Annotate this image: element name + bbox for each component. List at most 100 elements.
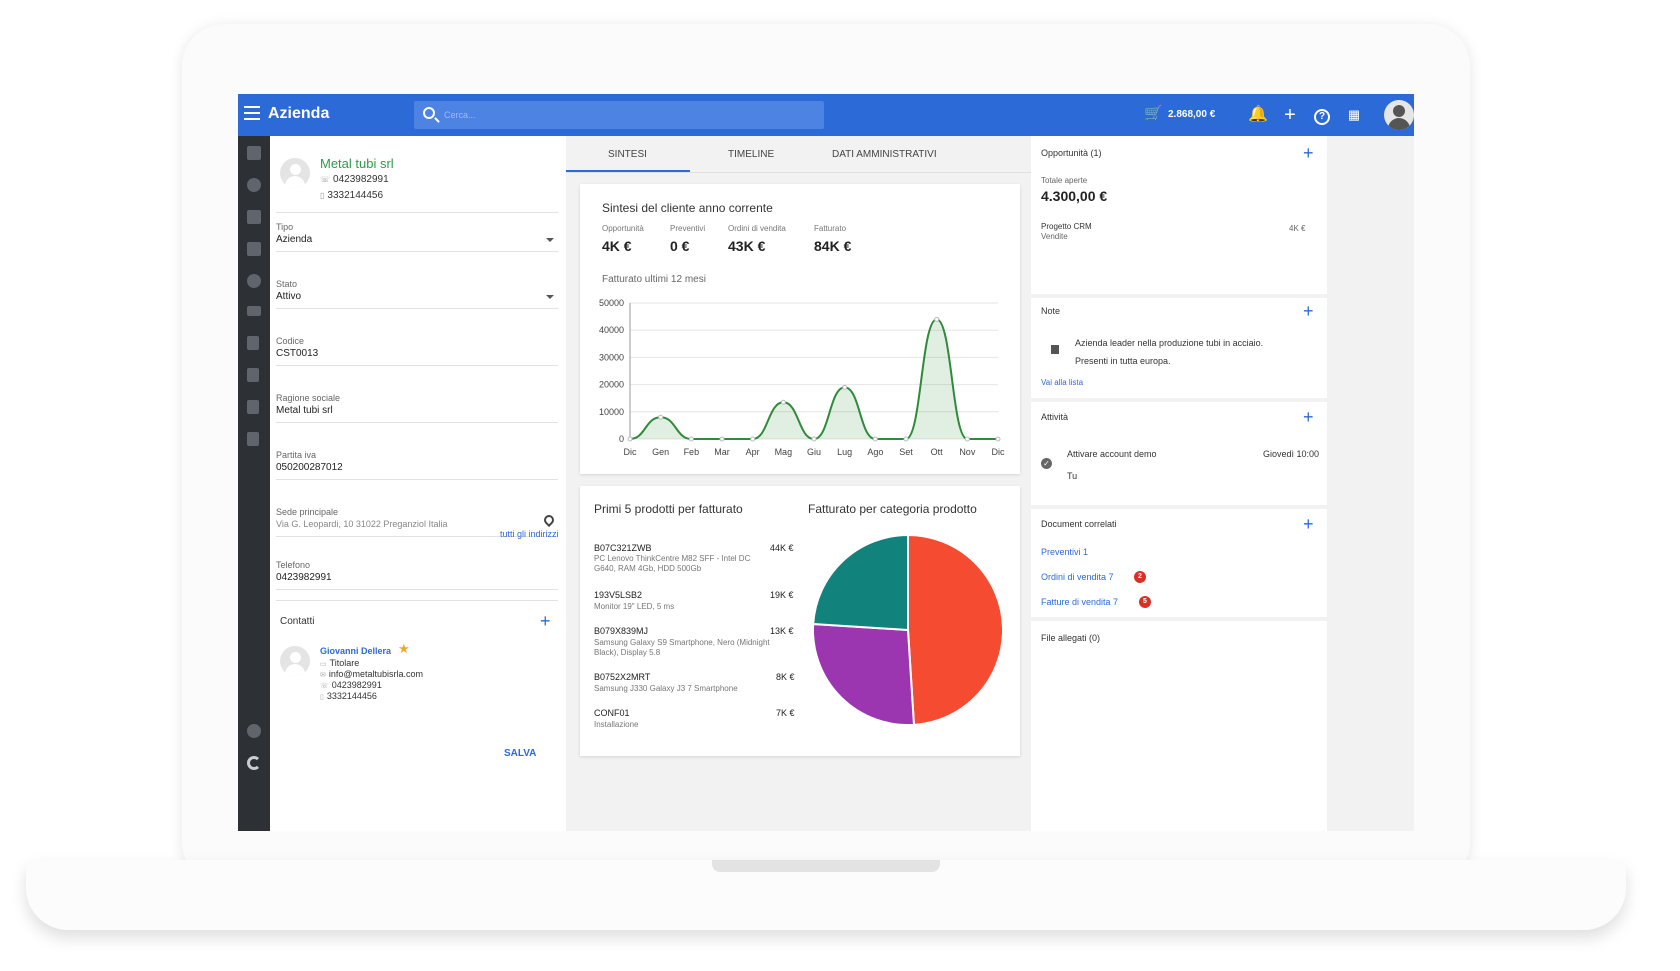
app-title: Azienda (268, 105, 330, 122)
y-tick-label: 20000 (599, 380, 624, 390)
x-tick-label: Ott (931, 447, 944, 457)
tab-bar: SINTESI TIMELINE DATI AMMINISTRATIVI (566, 136, 1031, 173)
opportunities-title: Opportunità (1) (1041, 148, 1102, 158)
x-tick-label: Mar (714, 447, 730, 457)
document-icon[interactable] (247, 368, 259, 382)
activity-title: Attività (1041, 412, 1069, 422)
data-point (780, 399, 786, 405)
stato-select[interactable]: Stato Attivo (276, 279, 558, 309)
add-activity-button[interactable]: + (1303, 407, 1314, 427)
telefono-field[interactable]: Telefono 0423982991 (276, 560, 558, 590)
contact-name[interactable]: Giovanni Dellera (320, 646, 392, 656)
revenue-area-chart: 0 10000 20000 30000 40000 50000 Dic Gen Feb Mar Ap… (599, 298, 1005, 457)
logo-icon[interactable] (247, 756, 261, 770)
contacts-title: Contatti (280, 616, 315, 627)
pie-slice (812, 622, 916, 726)
product-value: 8K € (776, 672, 795, 682)
x-tick-label: Set (899, 447, 913, 457)
contact-avatar (280, 646, 310, 676)
cart-icon[interactable]: 🛒 (1144, 105, 1163, 122)
data-point (995, 436, 1001, 442)
files-card: File allegati (0) (1031, 621, 1327, 831)
tipo-select[interactable]: Tipo Azienda (276, 222, 558, 252)
euro-icon[interactable] (247, 274, 261, 288)
help-icon[interactable]: ? (1312, 105, 1332, 125)
menu-icon[interactable] (244, 106, 260, 124)
y-tick-label: 50000 (599, 298, 624, 308)
invoices-count-badge: 5 (1139, 596, 1151, 608)
ragione-field[interactable]: Ragione sociale Metal tubi srl (276, 393, 558, 423)
y-tick-label: 10000 (599, 407, 624, 417)
category-title: Fatturato per categoria prodotto (808, 502, 977, 516)
add-note-button[interactable]: + (1303, 301, 1314, 321)
data-point (627, 436, 633, 442)
mobile-icon: ▯ (320, 694, 324, 701)
document-icon[interactable] (247, 336, 259, 350)
product-code: B07C321ZWB (594, 543, 652, 553)
check-icon[interactable]: ✓ (1041, 458, 1052, 469)
search-input[interactable] (444, 107, 804, 123)
codice-label: Codice (276, 336, 305, 346)
company-icon[interactable] (247, 242, 261, 256)
doc-link-preventivi[interactable]: Preventivi 1 (1041, 547, 1089, 557)
contact-phone: ☏ 0423982991 (320, 680, 382, 690)
sede-field[interactable]: Sede principale Via G. Leopardi, 10 3102… (276, 507, 558, 537)
sede-label: Sede principale (276, 507, 339, 517)
opportunity-name[interactable]: Progetto CRM (1041, 222, 1092, 231)
notes-list-link[interactable]: Vai alla lista (1041, 378, 1084, 387)
pie-slice (907, 533, 1005, 726)
orders-count-badge: 2 (1134, 571, 1146, 583)
product-desc: PC Lenovo ThinkCentre M82 SFF - Intel DC… (594, 554, 751, 573)
y-tick-label: 30000 (599, 352, 624, 362)
note-text: Azienda leader nella produzione tubi in … (1075, 338, 1264, 348)
category-pie-chart (812, 533, 1005, 726)
plus-icon[interactable]: + (1284, 104, 1296, 126)
tab-sintesi[interactable]: SINTESI (608, 149, 647, 160)
home-icon[interactable] (247, 146, 261, 160)
summary-title: Sintesi del cliente anno corrente (602, 201, 773, 215)
y-tick-label: 0 (619, 434, 624, 444)
phone-icon: ☏ (320, 175, 331, 184)
kpi-label: Preventivi (670, 224, 706, 233)
cart-total[interactable]: 2.868,00 € (1168, 109, 1216, 120)
company-phone: ☏ 0423982991 (320, 174, 389, 185)
codice-field[interactable]: Codice CST0013 (276, 336, 558, 366)
doc-link-fatture[interactable]: Fatture di vendita 7 (1041, 597, 1119, 607)
company-mobile-value: 3332144456 (327, 190, 384, 201)
area-fill (630, 319, 998, 439)
notes-title: Note (1041, 306, 1061, 316)
add-contact-button[interactable]: + (540, 611, 551, 631)
avatar[interactable] (1384, 100, 1414, 130)
doc-link-ordini[interactable]: Ordini di vendita 7 (1041, 572, 1114, 582)
save-button[interactable]: SALVA (504, 748, 537, 759)
tab-timeline[interactable]: TIMELINE (728, 149, 775, 160)
area-chart-title: Fatturato ultimi 12 mesi (602, 274, 706, 285)
star-icon[interactable]: ★ (398, 641, 410, 656)
tipo-label: Tipo (276, 222, 294, 232)
document-icon[interactable] (247, 432, 259, 446)
gear-icon[interactable] (247, 724, 261, 738)
document-icon[interactable] (247, 400, 259, 414)
add-document-button[interactable]: + (1303, 514, 1314, 534)
product-code: B0752X2MRT (594, 672, 651, 682)
detail-panel: Metal tubi srl ☏ 0423982991 ▯ 3332144456 T… (270, 136, 566, 831)
target-icon[interactable] (247, 178, 261, 192)
opportunity-sub: Vendite (1041, 232, 1068, 241)
contact-role: ▭ Titolare (320, 658, 359, 668)
bell-icon[interactable]: 🔔 (1248, 106, 1268, 123)
divider (276, 212, 558, 213)
add-opportunity-button[interactable]: + (1303, 143, 1314, 163)
apps-icon[interactable]: ▦ (1347, 107, 1361, 122)
top-bar: Azienda 🛒 2.868,00 € 🔔 + ? ▦ (238, 94, 1414, 136)
piva-field[interactable]: Partita iva 050200287012 (276, 450, 558, 480)
contact-email-value: info@metaltubisrla.com (328, 669, 424, 679)
all-addresses-link[interactable]: tutti gli indirizzi (500, 529, 559, 539)
tab-dati-amministrativi[interactable]: DATI AMMINISTRATIVI (832, 149, 937, 160)
files-title[interactable]: File allegati (0) (1041, 633, 1101, 643)
contacts-icon[interactable] (247, 210, 261, 224)
activity-name[interactable]: Attivare account demo (1067, 449, 1157, 459)
search-bar[interactable] (414, 101, 824, 129)
documents-title: Document correlati (1041, 519, 1117, 529)
telefono-value: 0423982991 (276, 572, 332, 583)
truck-icon[interactable] (247, 306, 261, 316)
